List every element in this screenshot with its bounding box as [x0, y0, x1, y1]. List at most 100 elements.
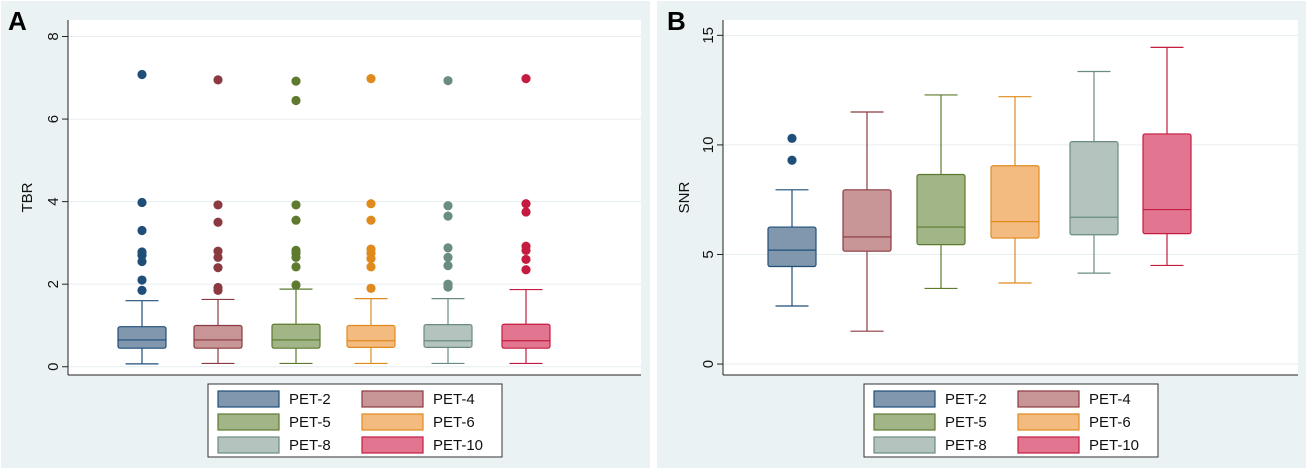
y-tick-label: 4 [45, 197, 62, 205]
outlier-point [787, 155, 797, 165]
legend-swatch [361, 390, 424, 408]
iqr-box [990, 165, 1040, 239]
iqr-box [271, 323, 321, 349]
legend-item: PET-8 [217, 436, 331, 454]
box-pet-4 [842, 111, 892, 332]
outlier-point [213, 200, 223, 210]
outlier-point [443, 252, 453, 262]
legend-item: PET-8 [873, 436, 987, 454]
outlier-point [291, 215, 301, 225]
outlier-point [443, 279, 453, 289]
outlier-point [291, 262, 301, 272]
outlier-point [366, 199, 376, 209]
iqr-box [842, 189, 892, 252]
legend-swatch [217, 436, 280, 454]
iqr-box [346, 324, 396, 348]
panel-letter: A [8, 6, 27, 36]
outlier-point [291, 280, 301, 290]
legend-label: PET-10 [1089, 437, 1139, 454]
box-pet-5 [271, 76, 321, 365]
outlier-point [213, 263, 223, 273]
outlier-point [443, 76, 453, 86]
y-axis-title: TBR [19, 182, 36, 212]
iqr-box [501, 323, 551, 349]
panel-b: B 0 5 10 15 SNR PET-2 PET-4 PET-5 PET-6 PET-8 PET-1… [657, 1, 1306, 468]
outlier-point [291, 200, 301, 210]
outlier-point [137, 275, 147, 285]
y-tick-label: 5 [700, 250, 717, 258]
legend-label: PET-4 [1089, 391, 1131, 408]
legend-item: PET-5 [217, 413, 331, 431]
legend-label: PET-2 [289, 391, 331, 408]
legend-label: PET-2 [945, 391, 987, 408]
legend-swatch [1017, 436, 1080, 454]
legend-swatch [217, 413, 280, 431]
legend-label: PET-6 [433, 414, 475, 431]
outlier-point [521, 265, 531, 275]
outlier-point [521, 254, 531, 265]
box-pet-10 [1142, 46, 1192, 267]
outlier-point [366, 262, 376, 272]
outlier-point [366, 215, 376, 225]
outlier-point [213, 282, 223, 293]
outlier-point [521, 199, 531, 209]
legend-swatch [873, 413, 936, 431]
box-pet-6 [990, 96, 1040, 284]
iqr-box [767, 226, 817, 268]
outlier-point [443, 243, 453, 253]
y-tick-label: 6 [45, 115, 62, 123]
legend-swatch [1017, 413, 1080, 431]
legend-item: PET-4 [361, 390, 475, 408]
legend: PET-2 PET-4 PET-5 PET-6 PET-8 PET-10 [863, 383, 1159, 458]
outlier-point [443, 261, 453, 271]
outlier-point [137, 197, 147, 208]
panel-a: A 0 2 4 6 8 TBR PET-2 PET-4 PET-5 PET-6 PET-8 PET-10 [1, 1, 650, 468]
iqr-box [1142, 133, 1192, 235]
box-pet-8 [1069, 70, 1119, 274]
box-pet-8 [423, 76, 473, 365]
legend-swatch [361, 413, 424, 431]
legend-swatch [1017, 390, 1080, 408]
outlier-point [366, 244, 376, 254]
legend-item: PET-6 [1017, 413, 1131, 431]
box-pet-4 [193, 75, 243, 365]
outlier-point [366, 74, 376, 84]
legend: PET-2 PET-4 PET-5 PET-6 PET-8 PET-10 [207, 383, 503, 458]
iqr-box [193, 324, 243, 349]
legend-swatch [361, 436, 424, 454]
legend-item: PET-6 [361, 413, 475, 431]
legend-label: PET-6 [1089, 414, 1131, 431]
box-pet-2 [767, 133, 817, 307]
y-tick-label: 2 [45, 280, 62, 288]
iqr-box [916, 173, 966, 246]
legend-label: PET-5 [945, 414, 987, 431]
legend-swatch [217, 390, 280, 408]
legend-label: PET-4 [433, 391, 475, 408]
legend-item: PET-2 [217, 390, 331, 408]
outlier-point [366, 283, 376, 293]
outlier-point [443, 201, 453, 211]
outlier-point [137, 285, 147, 295]
outlier-point [213, 217, 223, 227]
outlier-point [291, 95, 301, 106]
outlier-point [137, 69, 147, 80]
legend-label: PET-8 [945, 437, 987, 454]
outlier-point [521, 74, 531, 84]
outlier-point [521, 241, 531, 251]
box-pet-2 [117, 69, 167, 365]
y-tick-label: 10 [700, 137, 717, 154]
iqr-box [1069, 141, 1119, 236]
legend-label: PET-5 [289, 414, 331, 431]
panel-letter: B [667, 6, 686, 36]
box-pet-10 [501, 74, 551, 365]
y-tick-label: 15 [700, 27, 717, 44]
outlier-point [521, 207, 531, 217]
outlier-point [137, 247, 147, 257]
legend-label: PET-10 [433, 437, 483, 454]
outlier-point [291, 245, 301, 255]
outlier-point [213, 246, 223, 256]
legend-item: PET-2 [873, 390, 987, 408]
y-tick-label: 0 [700, 360, 717, 368]
legend-item: PET-10 [361, 436, 483, 454]
